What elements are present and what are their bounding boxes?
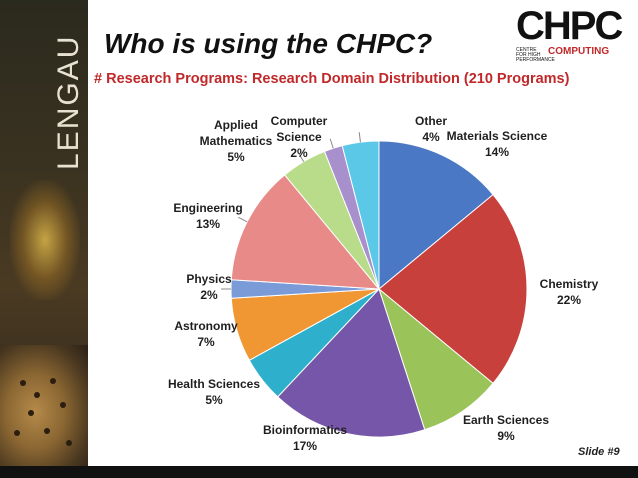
pie-slices <box>230 140 528 438</box>
pie-label-computer-science-1: Science <box>276 130 322 144</box>
pie-label-bioinformatics-0: Bioinformatics <box>263 423 347 437</box>
chart-subtitle: # Research Programs: Research Domain Dis… <box>94 71 570 87</box>
pie-label-other-1: 4% <box>422 130 440 144</box>
pie-labels: Materials Science 14% Chemistry 22% Earth Sc… <box>168 114 599 453</box>
pie-label-engineering-1: 13% <box>196 217 220 231</box>
pie-label-physics-0: Physics <box>186 272 232 286</box>
pie-label-materials-science-0: Materials Science <box>447 129 548 143</box>
pie-slice-other <box>341 140 380 290</box>
pie-label-engineering-0: Engineering <box>173 201 242 215</box>
sidebar-image: LENGAU <box>0 0 88 478</box>
leader-line-applied-mathematics <box>298 152 305 162</box>
bottom-bar <box>0 466 638 478</box>
pie-slice-earth-sciences <box>377 287 494 431</box>
pie-label-earth-sciences-0: Earth Sciences <box>463 413 549 427</box>
leader-line-engineering <box>237 216 248 223</box>
pie-slice-chemistry <box>378 193 528 385</box>
pie-label-chemistry-0: Chemistry <box>540 277 599 291</box>
leader-line-computer-science <box>329 138 334 149</box>
sidebar-glow <box>10 180 80 300</box>
logo-main-text: CHPC <box>516 4 623 48</box>
pie-label-astronomy-1: 7% <box>197 335 215 349</box>
page-title: Who is using the CHPC? <box>104 28 433 59</box>
pie-label-materials-science-1: 14% <box>485 145 509 159</box>
pie-label-computer-science-2: 2% <box>290 146 308 160</box>
logo-sub-text: COMPUTING <box>548 46 610 57</box>
slide-number: Slide #9 <box>578 446 620 458</box>
pie-label-health-sciences-1: 5% <box>205 393 223 407</box>
pie-label-applied-mathematics-1: Mathematics <box>200 134 273 148</box>
pie-slice-bioinformatics <box>276 288 426 438</box>
pie-label-bioinformatics-1: 17% <box>293 439 317 453</box>
pie-label-physics-1: 2% <box>200 288 218 302</box>
leader-line-other <box>358 132 361 143</box>
chpc-logo: CHPC CENTRE FOR HIGH PERFORMANCE COMPUTI… <box>512 4 632 63</box>
pie-label-applied-mathematics-2: 5% <box>227 150 245 164</box>
pie-label-earth-sciences-1: 9% <box>497 429 515 443</box>
pie-slice-materials-science <box>378 140 494 291</box>
pie-label-chemistry-1: 22% <box>557 293 581 307</box>
leader-lines <box>221 132 361 290</box>
pie-label-computer-science-0: Computer <box>271 114 328 128</box>
cheetah-image <box>0 345 88 478</box>
pie-label-health-sciences-0: Health Sciences <box>168 377 260 391</box>
pie-label-other-0: Other <box>415 114 447 128</box>
pie-label-astronomy-0: Astronomy <box>174 319 238 333</box>
pie-label-applied-mathematics-0: Applied <box>214 118 258 132</box>
logo-small-text: CENTRE FOR HIGH PERFORMANCE <box>516 47 555 63</box>
